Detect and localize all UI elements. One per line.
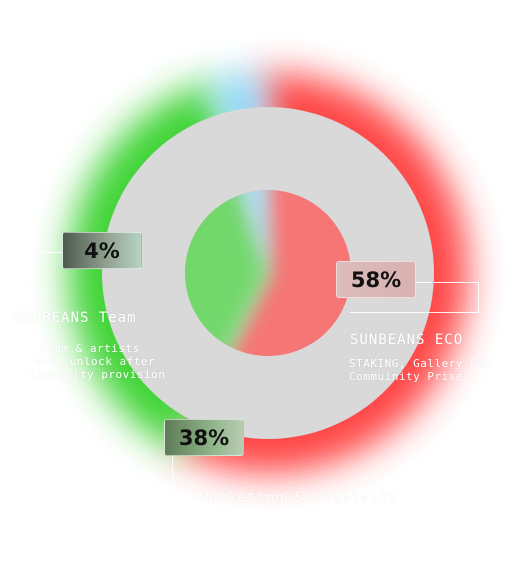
eco-desc-line: Commuinity Prise [349, 370, 463, 383]
leader-line-team [0, 252, 62, 254]
team-desc-line: team & artists [40, 342, 140, 355]
eco-title: SUNBEANS ECO [350, 332, 464, 348]
eco-value-badge: 58% [336, 261, 416, 298]
marketing-title: Marketing & Liquidity [200, 490, 399, 506]
team-desc-line: liquidity provision [30, 368, 166, 381]
marketing-value-badge: 38% [164, 419, 244, 456]
leader-line-eco-end [350, 312, 478, 314]
team-title: SUNBEANS Team [14, 310, 137, 326]
donut-hole [185, 190, 351, 356]
leader-line-eco [416, 282, 479, 313]
leader-line-mkt [172, 456, 201, 501]
eco-desc-line: STAKING, Gallery Con [349, 357, 492, 370]
team-value-badge: 4% [62, 232, 142, 269]
team-desc-line: thly unlock after [34, 355, 156, 368]
